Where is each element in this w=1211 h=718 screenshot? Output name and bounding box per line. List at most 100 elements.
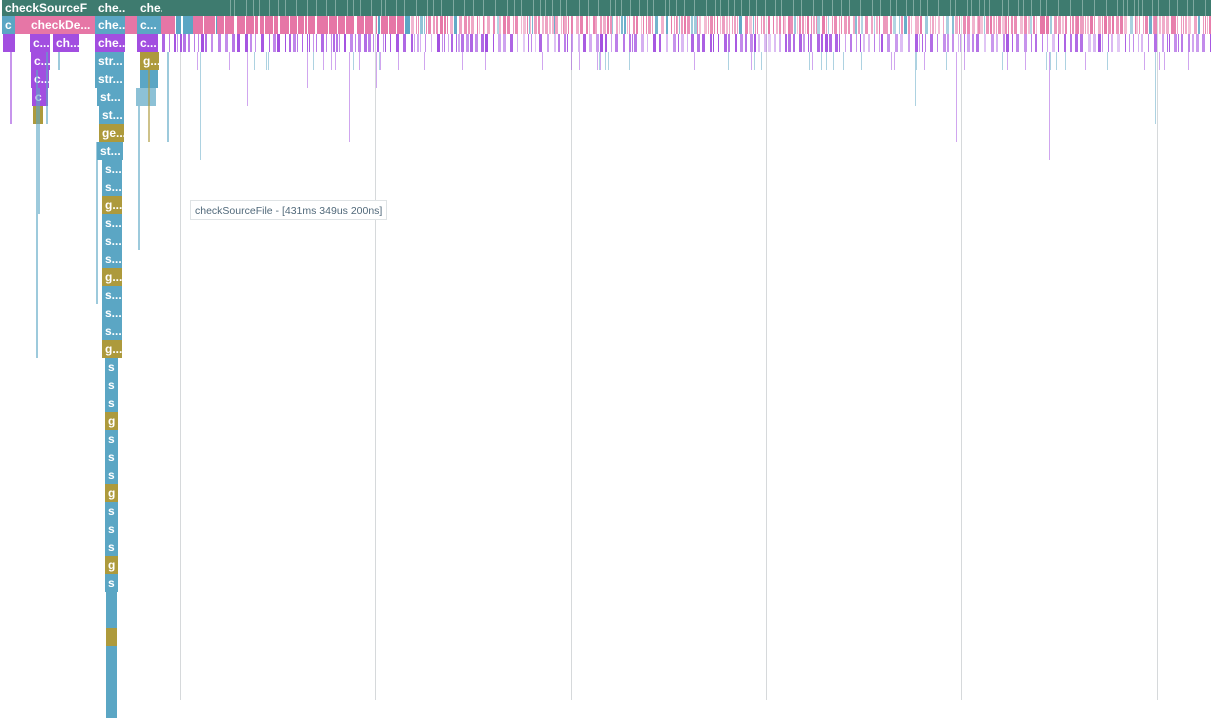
frame-sliver[interactable] [938,0,940,16]
frame-sliver[interactable] [437,34,440,52]
frame-sliver[interactable] [198,34,199,52]
frame-s[interactable]: s [105,466,118,484]
frame-sliver[interactable] [924,52,925,70]
frame-sliver[interactable] [687,16,690,34]
frame-block[interactable] [3,34,15,52]
frame-sliver[interactable] [96,142,98,160]
frame-sliver[interactable] [691,16,693,34]
frame-sliver[interactable] [1183,16,1184,34]
frame-sliver[interactable] [380,52,381,70]
frame-sliver[interactable] [1155,88,1156,106]
frame-sliver[interactable] [661,16,664,34]
frame-sliver[interactable] [498,34,501,52]
frame-sliver[interactable] [417,34,419,52]
frame-sliver[interactable] [459,16,462,34]
frame-sliver[interactable] [229,52,230,70]
frame-sliver[interactable] [359,52,360,70]
frame-block[interactable] [106,592,117,610]
frame-sliver[interactable] [927,0,929,16]
frame-sliver[interactable] [36,322,38,340]
frame-sliver[interactable] [919,34,920,52]
frame-sliver[interactable] [10,106,12,124]
frame-sliver[interactable] [722,16,725,34]
frame-s[interactable]: s [105,502,118,520]
frame-sliver[interactable] [1033,16,1035,34]
frame-sliver[interactable] [816,16,817,34]
frame-sliver[interactable] [679,16,680,34]
frame-sliver[interactable] [1031,34,1032,52]
frame-sliver[interactable] [666,34,668,52]
frame-sliver[interactable] [200,124,201,142]
frame-sliver[interactable] [859,0,861,16]
frame-sliver[interactable] [605,34,607,52]
frame-sliver[interactable] [1117,34,1120,52]
frame-sliver[interactable] [1098,16,1101,34]
frame-sliver[interactable] [331,34,332,52]
frame-sliver[interactable] [943,34,946,52]
frame-sliver[interactable] [481,34,484,52]
frame-sliver[interactable] [138,214,140,232]
frame-sliver[interactable] [46,52,48,70]
frame-sliver[interactable] [1127,0,1129,16]
frame-sliver[interactable] [666,16,668,34]
frame-sliver[interactable] [96,178,98,196]
frame-sliver[interactable] [464,16,467,34]
frame-sliver[interactable] [138,106,140,124]
frame-sliver[interactable] [1104,16,1107,34]
frame-sliver[interactable] [554,34,556,52]
frame-sliver[interactable] [293,34,296,52]
frame-sliver[interactable] [1162,34,1164,52]
frame-sliver[interactable] [600,16,602,34]
frame-sliver[interactable] [956,124,957,142]
frame-sliver[interactable] [368,34,371,52]
frame-sliver[interactable] [1169,34,1170,52]
frame-sliver[interactable] [589,16,590,34]
frame-sliver[interactable] [207,16,215,34]
frame-sliver[interactable] [162,34,165,52]
frame-sliver[interactable] [749,0,751,16]
frame-sliver[interactable] [10,70,12,88]
frame-sliver[interactable] [860,34,861,52]
frame-sliver[interactable] [265,16,273,34]
frame-str[interactable]: str... [95,52,124,70]
frame-sliver[interactable] [1155,106,1156,124]
frame-sliver[interactable] [608,52,609,70]
frame-sliver[interactable] [652,16,653,34]
frame-sliver[interactable] [462,52,463,70]
frame-sliver[interactable] [148,88,150,106]
frame-sliver[interactable] [1106,0,1108,16]
frame-sliver[interactable] [416,16,417,34]
frame-sliver[interactable] [720,0,721,16]
frame-sliver[interactable] [586,16,588,34]
frame-sliver[interactable] [702,34,705,52]
frame-sliver[interactable] [1120,16,1123,34]
frame-st[interactable]: st... [97,88,124,106]
frame-sliver[interactable] [891,52,892,70]
frame-sliver[interactable] [376,52,377,70]
frame-sliver[interactable] [1082,16,1084,34]
frame-sliver[interactable] [96,250,98,268]
frame-sliver[interactable] [463,0,465,16]
frame-sliver[interactable] [977,16,978,34]
frame-sliver[interactable] [183,34,186,52]
frame-sliver[interactable] [1040,16,1042,34]
frame-sliver[interactable] [566,0,568,16]
frame-sliver[interactable] [817,34,820,52]
frame-sliver[interactable] [659,34,661,52]
frame-sliver[interactable] [840,0,842,16]
frame-sliver[interactable] [792,0,794,16]
frame-sliver[interactable] [1057,0,1059,16]
frame-sliver[interactable] [713,34,714,52]
frame-sliver[interactable] [338,16,345,34]
frame-sliver[interactable] [483,16,484,34]
frame-sliver[interactable] [471,16,474,34]
frame-sliver[interactable] [349,124,350,142]
frame-sliver[interactable] [972,16,975,34]
frame-sliver[interactable] [990,16,992,34]
frame-sliver[interactable] [797,16,798,34]
frame-sliver[interactable] [36,232,38,250]
frame-sliver[interactable] [426,16,427,34]
frame-sliver[interactable] [1058,16,1061,34]
frame-sliver[interactable] [958,34,959,52]
frame-sliver[interactable] [171,16,175,34]
